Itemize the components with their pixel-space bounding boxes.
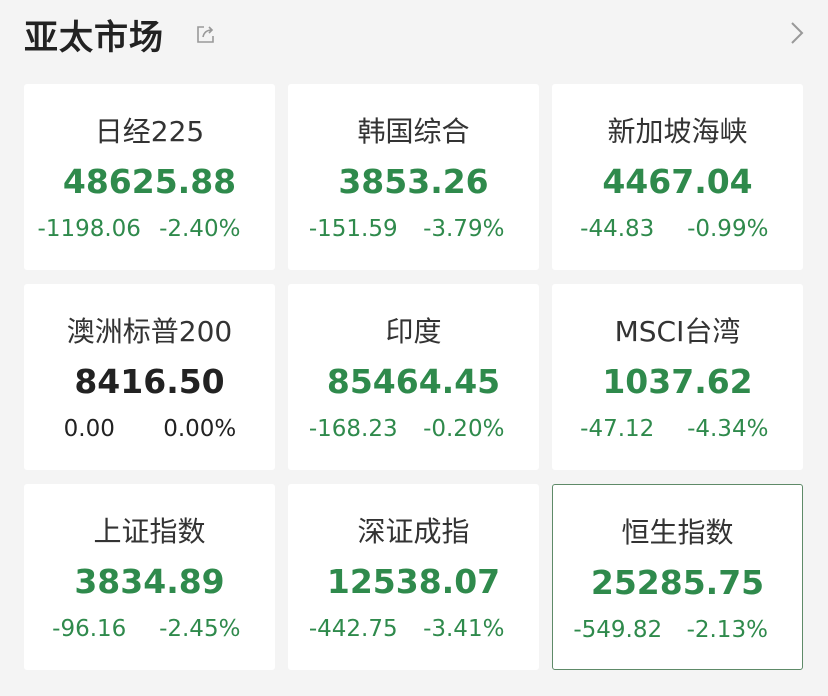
index-name: 恒生指数 (621, 516, 734, 549)
index-change-row: -47.12 -4.34% (552, 416, 803, 442)
index-change-percent: -0.99% (687, 216, 769, 242)
index-change: -549.82 (573, 617, 663, 643)
index-card[interactable]: 韩国综合 3853.26 -151.59 -3.79% (288, 84, 539, 270)
index-change: 0.00 (63, 416, 115, 442)
index-value: 85464.45 (326, 362, 501, 401)
index-change-percent: -3.41% (423, 616, 505, 642)
index-change-row: -151.59 -3.79% (288, 216, 539, 242)
index-value: 1037.62 (602, 362, 753, 401)
index-value: 8416.50 (74, 362, 225, 401)
index-change-percent: -3.79% (423, 216, 505, 242)
index-card[interactable]: 上证指数 3834.89 -96.16 -2.45% (24, 484, 275, 670)
index-name: 澳洲标普200 (66, 315, 233, 348)
section-header: 亚太市场 (24, 6, 806, 58)
index-name: 印度 (385, 315, 442, 348)
index-name: 日经225 (94, 115, 205, 148)
index-change-row: -168.23 -0.20% (288, 416, 539, 442)
section-title: 亚太市场 (24, 18, 164, 58)
index-name: 新加坡海峡 (607, 115, 748, 148)
index-change-percent: -4.34% (687, 416, 769, 442)
share-icon[interactable] (196, 24, 216, 44)
index-change-row: -442.75 -3.41% (288, 616, 539, 642)
index-change: -151.59 (308, 216, 398, 242)
index-value: 3853.26 (338, 162, 489, 201)
index-card[interactable]: 印度 85464.45 -168.23 -0.20% (288, 284, 539, 470)
index-change-row: -549.82 -2.13% (553, 617, 802, 643)
index-change: -47.12 (580, 416, 655, 442)
index-change: -44.83 (580, 216, 655, 242)
index-change: -96.16 (52, 616, 127, 642)
index-name: 韩国综合 (357, 115, 470, 148)
index-card[interactable]: 深证成指 12538.07 -442.75 -3.41% (288, 484, 539, 670)
index-change-percent: -2.45% (159, 616, 241, 642)
index-name: 上证指数 (93, 515, 206, 548)
index-grid: 日经225 48625.88 -1198.06 -2.40% 韩国综合 3853… (24, 84, 803, 670)
index-change: -168.23 (308, 416, 398, 442)
index-change-row: -96.16 -2.45% (24, 616, 275, 642)
index-card[interactable]: 澳洲标普200 8416.50 0.00 0.00% (24, 284, 275, 470)
index-value: 4467.04 (602, 162, 753, 201)
index-change-row: 0.00 0.00% (24, 416, 275, 442)
index-change-percent: -2.13% (686, 617, 768, 643)
index-card[interactable]: 日经225 48625.88 -1198.06 -2.40% (24, 84, 275, 270)
index-value: 48625.88 (62, 162, 237, 201)
index-change-percent: -0.20% (423, 416, 505, 442)
index-card[interactable]: 恒生指数 25285.75 -549.82 -2.13% (552, 484, 803, 670)
index-change: -1198.06 (37, 216, 141, 242)
index-name: MSCI台湾 (614, 315, 741, 348)
index-name: 深证成指 (357, 515, 470, 548)
index-change-row: -44.83 -0.99% (552, 216, 803, 242)
chevron-right-icon[interactable] (788, 20, 806, 46)
index-value: 12538.07 (326, 562, 501, 601)
index-change-percent: 0.00% (163, 416, 237, 442)
index-change-row: -1198.06 -2.40% (24, 216, 275, 242)
index-change-percent: -2.40% (159, 216, 241, 242)
index-change: -442.75 (308, 616, 398, 642)
index-card[interactable]: MSCI台湾 1037.62 -47.12 -4.34% (552, 284, 803, 470)
index-card[interactable]: 新加坡海峡 4467.04 -44.83 -0.99% (552, 84, 803, 270)
index-value: 25285.75 (590, 563, 765, 602)
index-value: 3834.89 (74, 562, 225, 601)
